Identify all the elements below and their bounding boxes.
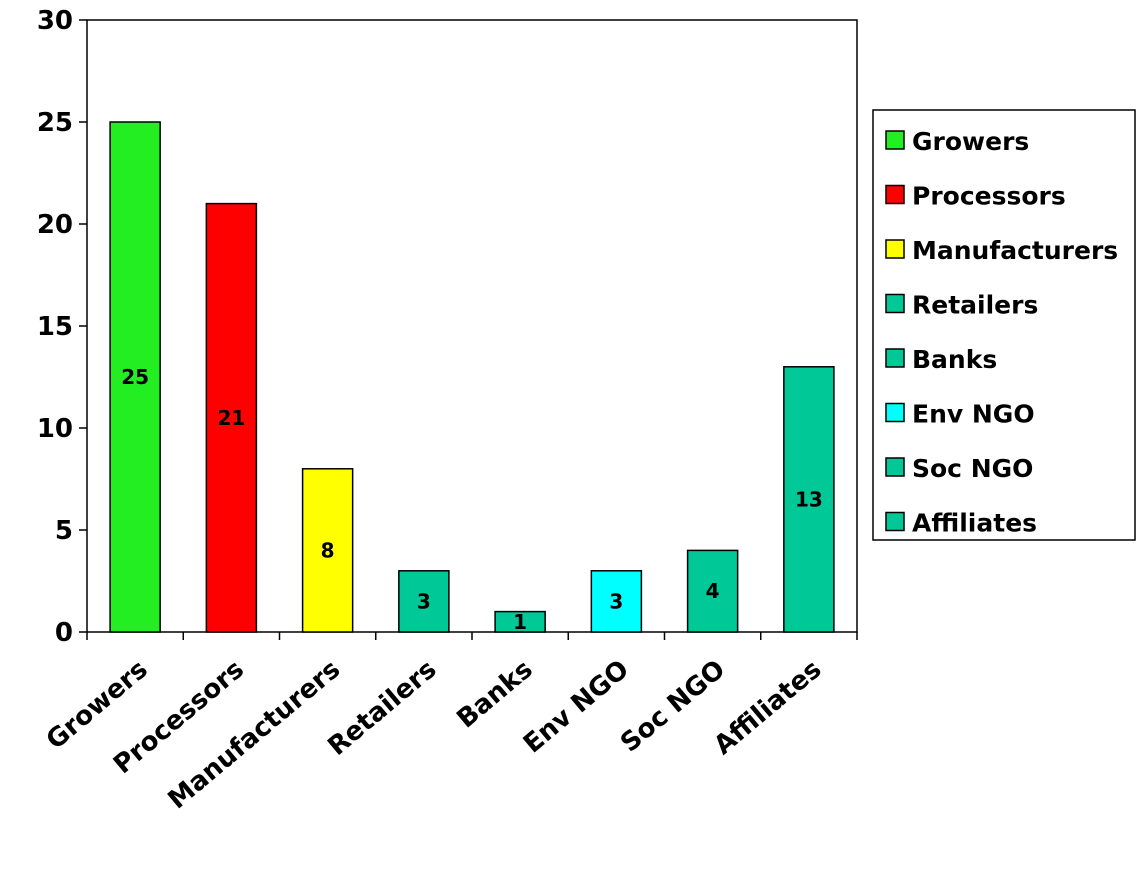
legend-swatch xyxy=(886,295,904,313)
legend-label: Processors xyxy=(912,182,1066,211)
legend-swatch xyxy=(886,131,904,149)
legend-swatch xyxy=(886,186,904,204)
legend-swatch xyxy=(886,349,904,367)
legend-swatch xyxy=(886,458,904,476)
data-label: 21 xyxy=(217,406,245,430)
data-label: 13 xyxy=(795,487,823,511)
y-tick-label: 5 xyxy=(55,516,73,546)
legend-swatch xyxy=(886,240,904,258)
y-tick-label: 20 xyxy=(37,210,73,240)
data-label: 3 xyxy=(417,589,431,613)
x-category-label: Retailers xyxy=(322,654,442,761)
legend-label: Growers xyxy=(912,127,1029,156)
y-tick-label: 0 xyxy=(55,618,73,648)
plot-area xyxy=(87,20,857,632)
legend-label: Soc NGO xyxy=(912,454,1033,483)
legend-swatch xyxy=(886,513,904,531)
x-category-label: Manufacturers xyxy=(163,654,347,815)
data-label: 8 xyxy=(321,538,335,562)
x-category-label: Banks xyxy=(451,654,538,734)
data-label: 3 xyxy=(609,589,623,613)
y-tick-label: 25 xyxy=(37,108,73,138)
x-category-label: Env NGO xyxy=(518,654,635,759)
y-tick-label: 30 xyxy=(37,6,73,36)
x-category-label: Affiliates xyxy=(708,654,827,761)
legend-label: Manufacturers xyxy=(912,236,1118,265)
legend-label: Banks xyxy=(912,345,997,374)
y-tick-label: 10 xyxy=(37,414,73,444)
data-label: 25 xyxy=(121,365,149,389)
x-axis xyxy=(87,632,857,640)
legend: Growers Processors Manufacturers Retailers B… xyxy=(873,110,1135,540)
legend-label: Retailers xyxy=(912,291,1038,320)
data-label: 1 xyxy=(513,610,527,634)
legend-swatch xyxy=(886,404,904,422)
y-tick-label: 15 xyxy=(37,312,73,342)
data-label: 4 xyxy=(706,579,720,603)
legend-label: Env NGO xyxy=(912,400,1035,429)
legend-label: Affiliates xyxy=(912,509,1037,538)
y-axis: 0 5 10 15 20 25 30 xyxy=(37,6,87,648)
